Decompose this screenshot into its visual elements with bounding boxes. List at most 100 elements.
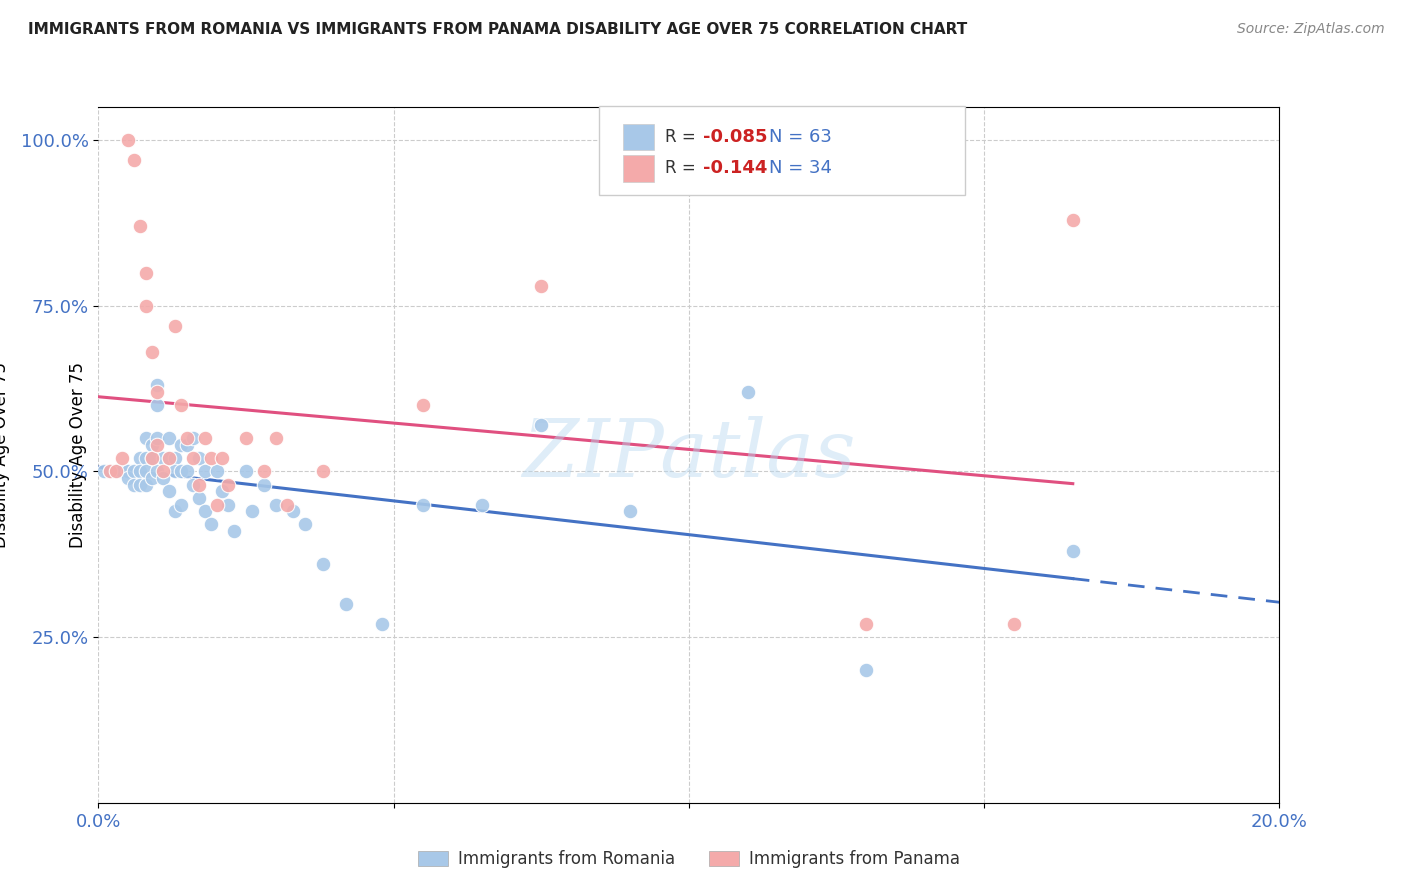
Point: [200, 517, 222, 532]
Point: [855, 663, 877, 677]
Point: [235, 431, 257, 445]
Point: [146, 378, 169, 392]
Point: [165, 318, 187, 333]
Point: [141, 345, 163, 359]
Point: [152, 471, 174, 485]
Point: [181, 431, 204, 445]
Point: [187, 477, 209, 491]
Text: ZIPatlas: ZIPatlas: [522, 417, 856, 493]
Point: [170, 438, 193, 452]
Point: [165, 451, 187, 466]
Point: [146, 465, 169, 479]
Point: [128, 219, 150, 234]
Legend: Immigrants from Romania, Immigrants from Panama: Immigrants from Romania, Immigrants from…: [412, 843, 966, 874]
Point: [98, 465, 121, 479]
Point: [176, 465, 198, 479]
Point: [240, 504, 263, 518]
Point: [152, 465, 174, 479]
Point: [157, 431, 180, 445]
Point: [141, 451, 163, 466]
Point: [165, 504, 187, 518]
Point: [371, 616, 394, 631]
Point: [194, 431, 217, 445]
Point: [194, 504, 217, 518]
Point: [170, 498, 193, 512]
Point: [146, 384, 169, 399]
Point: [157, 451, 180, 466]
Text: R =: R =: [665, 128, 702, 146]
Point: [217, 477, 239, 491]
Point: [194, 465, 217, 479]
Point: [135, 477, 157, 491]
Text: IMMIGRANTS FROM ROMANIA VS IMMIGRANTS FROM PANAMA DISABILITY AGE OVER 75 CORRELA: IMMIGRANTS FROM ROMANIA VS IMMIGRANTS FR…: [28, 22, 967, 37]
Point: [170, 465, 193, 479]
Point: [335, 597, 357, 611]
Point: [619, 504, 641, 518]
Text: R =: R =: [665, 160, 702, 178]
Point: [122, 153, 145, 167]
Point: [111, 465, 134, 479]
Point: [157, 451, 180, 466]
Point: [146, 398, 169, 412]
Point: [294, 517, 316, 532]
Point: [412, 498, 434, 512]
Point: [176, 431, 198, 445]
Point: [135, 299, 157, 313]
Point: [176, 438, 198, 452]
Point: [187, 451, 209, 466]
Point: [264, 431, 287, 445]
Point: [128, 451, 150, 466]
Point: [412, 398, 434, 412]
Point: [855, 616, 877, 631]
Point: [152, 451, 174, 466]
Point: [122, 465, 145, 479]
Point: [135, 431, 157, 445]
Point: [283, 504, 305, 518]
Point: [205, 465, 228, 479]
Point: [1062, 544, 1084, 558]
Point: [141, 471, 163, 485]
Point: [276, 498, 298, 512]
Point: [141, 438, 163, 452]
Point: [253, 477, 276, 491]
Point: [117, 133, 139, 147]
Point: [530, 279, 553, 293]
Point: [117, 465, 139, 479]
Point: [135, 451, 157, 466]
Point: [181, 451, 204, 466]
Point: [146, 431, 169, 445]
Point: [165, 465, 187, 479]
Text: N = 34: N = 34: [769, 160, 832, 178]
Point: [312, 558, 335, 572]
Point: [105, 465, 128, 479]
Point: [141, 451, 163, 466]
Point: [530, 418, 553, 433]
Y-axis label: Disability Age Over 75: Disability Age Over 75: [0, 362, 10, 548]
Point: [737, 384, 759, 399]
Point: [111, 451, 134, 466]
Point: [93, 465, 115, 479]
Point: [211, 451, 233, 466]
Point: [181, 477, 204, 491]
Point: [312, 465, 335, 479]
Point: [135, 465, 157, 479]
Point: [146, 438, 169, 452]
Point: [122, 477, 145, 491]
Point: [264, 498, 287, 512]
Point: [471, 498, 494, 512]
Point: [253, 465, 276, 479]
Point: [217, 498, 239, 512]
Point: [128, 465, 150, 479]
Point: [200, 451, 222, 466]
Point: [205, 498, 228, 512]
Point: [135, 266, 157, 280]
Point: [117, 471, 139, 485]
Text: -0.144: -0.144: [703, 160, 768, 178]
Point: [224, 524, 246, 538]
Point: [128, 477, 150, 491]
Point: [187, 491, 209, 505]
Point: [98, 465, 121, 479]
Point: [211, 484, 233, 499]
Point: [105, 465, 128, 479]
Point: [117, 465, 139, 479]
